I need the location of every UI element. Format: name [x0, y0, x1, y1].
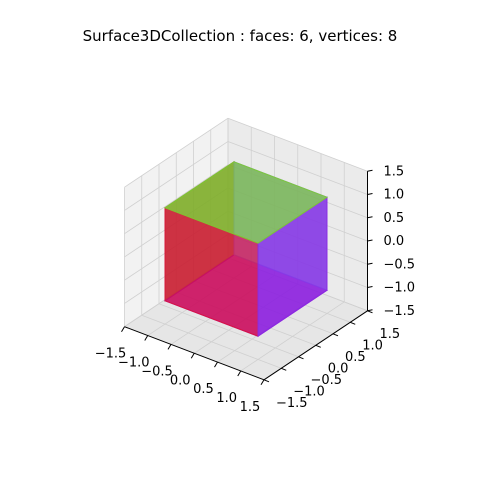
- y-tick-label: 0.5: [345, 350, 366, 365]
- x-tick-mark: [260, 379, 265, 386]
- x-tick-label: −1.5: [95, 347, 127, 362]
- z-tick-mark: [367, 239, 373, 242]
- y-tick-label: −0.5: [311, 373, 343, 388]
- x-tick-label: −1.0: [118, 356, 150, 371]
- z-tick-label: −1.0: [384, 281, 416, 296]
- x-tick-label: 1.5: [240, 400, 261, 415]
- y-tick-mark: [315, 344, 321, 348]
- y-tick-label: 0.0: [328, 361, 349, 376]
- z-tick-label: 1.0: [384, 188, 405, 203]
- z-tick-label: 0.0: [384, 234, 405, 249]
- gridline: [124, 141, 229, 211]
- z-tick-mark: [367, 169, 373, 172]
- y-tick-label: −1.0: [293, 384, 325, 399]
- z-tick-label: 0.5: [384, 211, 405, 226]
- z-tick-mark: [367, 262, 373, 265]
- gridline: [227, 117, 368, 172]
- z-tick-mark: [367, 193, 373, 196]
- y-tick-mark: [263, 379, 270, 383]
- z-tick-mark: [367, 309, 373, 312]
- x-tick-label: 0.0: [170, 373, 191, 388]
- z-tick-mark: [367, 216, 373, 219]
- y-tick-mark: [281, 367, 287, 371]
- x-tick-mark: [237, 370, 242, 377]
- y-tick-label: −1.5: [276, 396, 308, 411]
- x-tick-mark: [121, 326, 125, 332]
- cube-face-top: [163, 161, 329, 244]
- z-tick-label: 1.5: [384, 164, 405, 179]
- chart-title: Surface3DCollection : faces: 6, vertices…: [82, 27, 398, 45]
- z-tick-label: −1.5: [384, 304, 416, 319]
- y-tick-mark: [298, 356, 304, 360]
- z-tick-label: −0.5: [384, 257, 416, 272]
- x-tick-mark: [214, 361, 218, 368]
- gridline: [227, 141, 368, 195]
- x-tick-label: 0.5: [193, 382, 214, 397]
- x-tick-label: −0.5: [141, 364, 173, 379]
- y-tick-mark: [350, 321, 356, 325]
- y-tick-mark: [332, 333, 339, 337]
- x-tick-label: 1.0: [216, 391, 237, 406]
- y-tick-label: 1.5: [380, 327, 401, 342]
- gridline: [124, 117, 229, 188]
- y-tick-label: 1.0: [362, 338, 383, 353]
- z-tick-mark: [367, 286, 373, 289]
- x-tick-mark: [167, 344, 172, 350]
- x-tick-mark: [190, 352, 195, 359]
- x-tick-mark: [144, 335, 149, 341]
